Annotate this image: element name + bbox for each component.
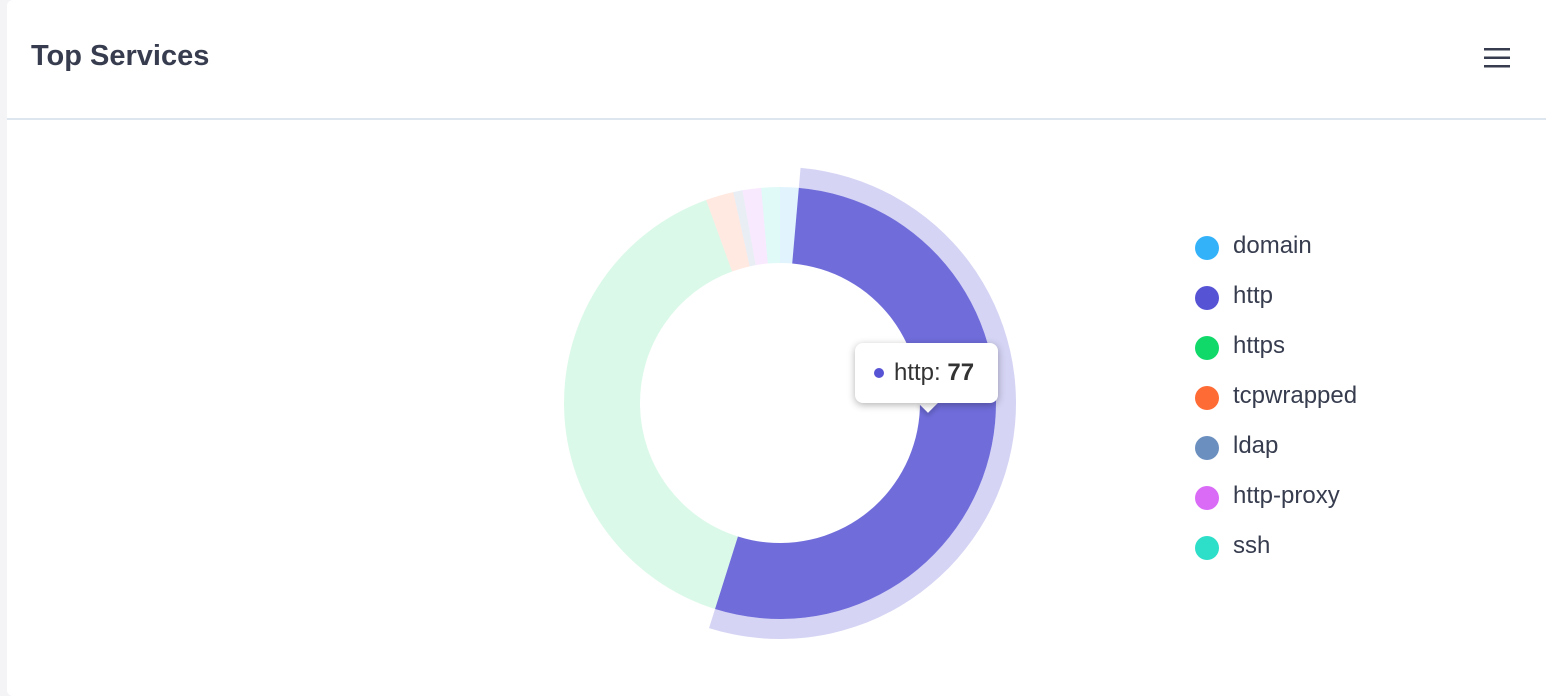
card-title: Top Services — [31, 40, 210, 72]
donut-slice — [733, 190, 756, 267]
legend-marker — [1195, 386, 1219, 410]
donut-slice — [742, 187, 768, 266]
tooltip-label: http — [894, 359, 935, 386]
legend-marker — [1195, 436, 1219, 460]
donut-slice — [780, 187, 799, 264]
legend-label: http-proxy — [1233, 482, 1340, 509]
legend-label: http — [1233, 282, 1274, 309]
legend-marker — [1195, 286, 1219, 310]
card: Top Services domain http https tcpwrapped ld… — [7, 0, 1546, 696]
legend-label: https — [1233, 332, 1286, 359]
legend-item[interactable]: http-proxy — [1195, 482, 1357, 532]
legend-item[interactable]: https — [1195, 332, 1357, 382]
donut-slice — [715, 187, 996, 619]
legend-label: ldap — [1233, 432, 1279, 459]
tooltip-value: 77 — [947, 359, 975, 386]
donut-slice — [761, 187, 780, 264]
legend-item[interactable]: domain — [1195, 232, 1357, 282]
tooltip: http: 77 — [855, 343, 998, 403]
legend-label: ssh — [1233, 532, 1271, 559]
legend-item[interactable]: http — [1195, 282, 1357, 332]
tooltip-sep: : — [934, 359, 948, 386]
chart — [564, 167, 1016, 640]
legend-item[interactable]: ssh — [1195, 532, 1357, 582]
legend: domain http https tcpwrapped ldap http-proxy s… — [1195, 232, 1357, 582]
legend-marker — [1195, 236, 1219, 260]
menu-button[interactable] — [1484, 47, 1510, 69]
tooltip-dot — [874, 368, 884, 378]
donut-slice — [706, 192, 750, 272]
legend-label: domain — [1233, 232, 1312, 259]
legend-label: tcpwrapped — [1233, 382, 1358, 409]
divider — [7, 118, 1546, 120]
legend-marker — [1195, 486, 1219, 510]
legend-marker — [1195, 336, 1219, 360]
legend-item[interactable]: ldap — [1195, 432, 1357, 482]
legend-marker — [1195, 536, 1219, 560]
legend-item[interactable]: tcpwrapped — [1195, 382, 1357, 432]
donut-slice — [564, 200, 738, 610]
